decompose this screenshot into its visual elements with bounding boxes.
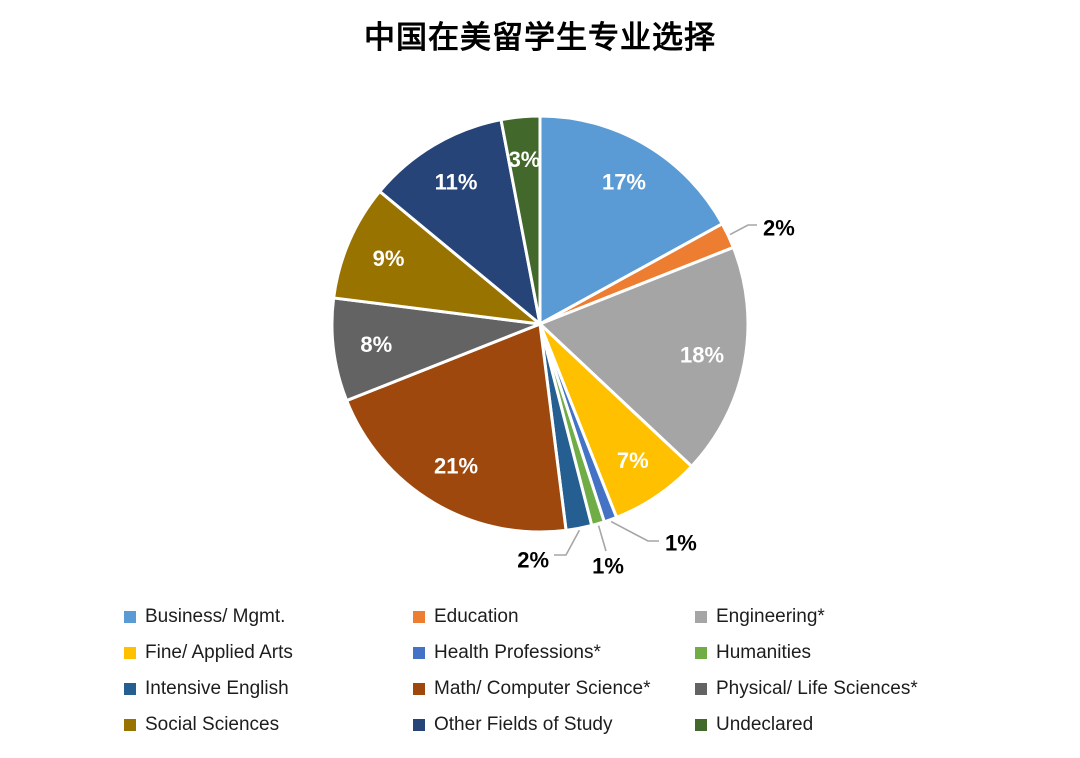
pie-slice-physical-life-sciences <box>330 296 542 403</box>
legend-swatch <box>695 719 707 731</box>
legend-label: Physical/ Life Sciences* <box>716 678 918 699</box>
legend-label: Fine/ Applied Arts <box>145 642 293 663</box>
legend-item-health-professions: Health Professions* <box>413 641 695 665</box>
data-label: 17% <box>602 169 646 194</box>
legend-label: Humanities <box>716 642 812 663</box>
legend-label: Social Sciences <box>145 714 280 735</box>
legend-label: Education <box>434 606 519 627</box>
legend-label: Other Fields of Study <box>434 714 613 735</box>
legend-swatch <box>695 647 707 659</box>
legend-label: Math/ Computer Science* <box>434 678 651 699</box>
data-label: 2% <box>763 216 795 241</box>
legend-swatch <box>124 719 136 731</box>
legend-swatch <box>695 683 707 695</box>
pie-slice-engineering <box>538 245 750 468</box>
legend-swatch <box>413 719 425 731</box>
pie-slice-social-sciences <box>332 189 542 326</box>
data-label: 9% <box>373 246 405 271</box>
pie-slice-math-computer-science <box>345 322 568 534</box>
legend-item-intensive-english: Intensive English <box>124 677 413 701</box>
legend-swatch <box>413 683 425 695</box>
chart-legend: Business/ Mgmt. Education Engineering* Fine… <box>124 605 918 737</box>
pie-slice-undeclared <box>499 114 542 326</box>
legend-swatch <box>124 611 136 623</box>
data-label: 3% <box>509 147 541 172</box>
chart-title: 中国在美留学生专业选择 <box>364 20 716 55</box>
legend-swatch <box>124 683 136 695</box>
legend-item-undeclared: Undeclared <box>695 713 918 737</box>
legend-label: Undeclared <box>716 714 814 735</box>
leader-line <box>554 529 581 556</box>
legend-label: Engineering* <box>716 606 825 627</box>
data-label: 11% <box>435 169 478 194</box>
leader-line <box>610 520 659 542</box>
legend-item-engineering: Engineering* <box>695 605 918 629</box>
legend-label: Business/ Mgmt. <box>145 606 286 627</box>
legend-item-education: Education <box>413 605 695 629</box>
data-label: 7% <box>617 448 649 473</box>
legend-item-business-mgmt: Business/ Mgmt. <box>124 605 413 629</box>
data-label: 8% <box>360 332 392 357</box>
legend-item-social-sciences: Social Sciences <box>124 713 413 737</box>
legend-item-math-computer-science: Math/ Computer Science* <box>413 677 695 701</box>
legend-swatch <box>695 611 707 623</box>
leader-line <box>597 525 607 552</box>
pie-slice-business-mgmt <box>538 114 724 326</box>
data-label: 1% <box>665 531 697 556</box>
legend-label: Intensive English <box>145 678 289 699</box>
data-label: 1% <box>592 554 624 579</box>
legend-item-humanities: Humanities <box>695 641 918 665</box>
pie-chart: 17% 2% 18% 7% 1% 1% 2% 21% 8% 9% 11% 3% <box>330 114 795 579</box>
legend-label: Health Professions* <box>434 642 601 663</box>
leader-line <box>729 224 757 236</box>
pie-slice-other-fields-of-study <box>378 118 542 326</box>
data-label: 21% <box>434 454 478 479</box>
legend-item-other-fields-of-study: Other Fields of Study <box>413 713 695 737</box>
legend-swatch <box>413 611 425 623</box>
data-label: 18% <box>680 342 724 367</box>
legend-swatch <box>413 647 425 659</box>
data-label: 2% <box>517 548 549 573</box>
legend-swatch <box>124 647 136 659</box>
legend-item-fine-applied-arts: Fine/ Applied Arts <box>124 641 413 665</box>
legend-item-physical-life-sciences: Physical/ Life Sciences* <box>695 677 918 701</box>
